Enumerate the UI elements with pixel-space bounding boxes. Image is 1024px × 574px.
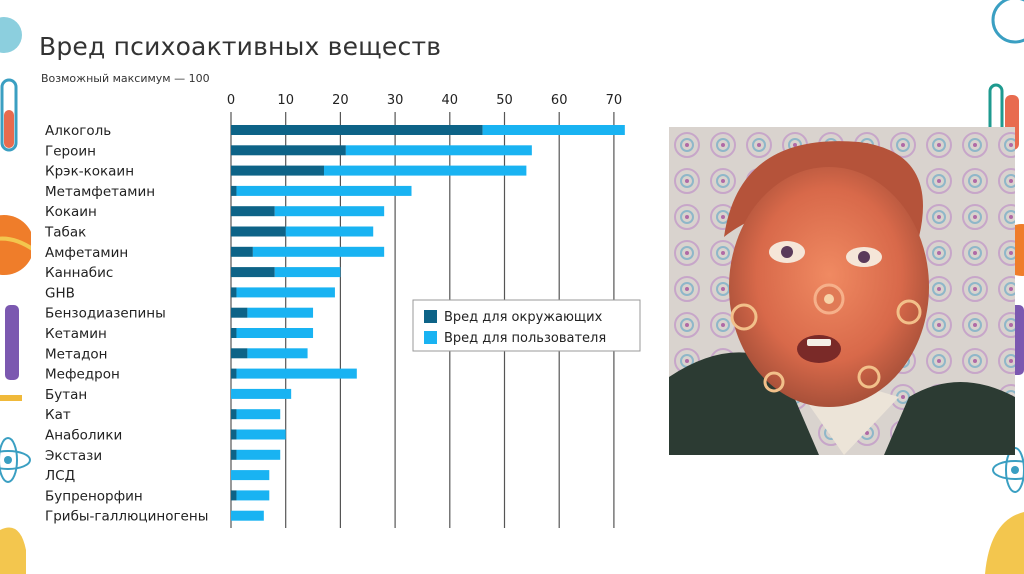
bar-environment-harm [231,348,248,359]
x-tick-label: 40 [442,93,459,108]
category-label: Анаболики [45,428,122,444]
legend-label-user: Вред для пользователя [444,331,606,346]
portrait-photo [669,127,1015,455]
category-label: Метамфетамин [45,184,155,200]
x-tick-labels: 0 10 20 30 40 50 60 70 [227,93,622,108]
x-tick-label: 10 [277,93,294,108]
category-labels: Алкоголь Героин Крэк-кокаин Метамфетамин Кок… [44,123,208,525]
chart-subtitle: Возможный максимум — 100 [41,72,210,85]
left-decoration [0,17,36,574]
bar-environment-harm [231,246,253,257]
category-label: Героин [45,143,96,159]
bar-environment-harm [231,307,248,318]
bar-user-harm [252,246,385,257]
bar-chart: 0 10 20 30 40 50 60 70 Алкоголь Героин Крэк-кокаи… [44,93,641,528]
x-tick-label: 70 [606,93,623,108]
category-label: Кокаин [45,204,97,220]
bar-user-harm [231,388,292,399]
bar-user-harm [274,206,385,217]
bar-user-harm [345,145,532,156]
bar-environment-harm [231,368,237,379]
bar-user-harm [236,490,270,501]
chart-panel: 0 10 20 30 40 50 60 70 Алкоголь Героин Крэк-кокаи… [31,20,667,542]
legend: Вред для окружающих Вред для пользовател… [412,299,641,352]
bar-user-harm [247,307,314,318]
legend-label-environment: Вред для окружающих [444,310,603,325]
category-label: Кетамин [45,326,107,342]
bar-environment-harm [231,145,346,156]
category-label: Бупренорфин [45,488,143,504]
category-label: ЛСД [45,468,75,484]
category-label: Каннабис [45,265,113,281]
category-label: Грибы-галлюциногены [45,509,208,525]
bar-user-harm [236,409,281,420]
category-label: Бутан [45,387,87,403]
bar-user-harm [236,368,357,379]
bar-user-harm [231,470,270,481]
bar-environment-harm [231,125,483,135]
category-label: Бензодиазепины [45,306,166,322]
bar-environment-harm [231,206,275,217]
x-tick-label: 30 [387,93,404,108]
bar-environment-harm [231,226,286,237]
bar-environment-harm [231,165,324,176]
bar-environment-harm [231,449,237,460]
category-label: Алкоголь [45,123,111,139]
bar-user-harm [231,510,264,521]
grid-lines [230,112,615,528]
bar-user-harm [236,287,335,298]
bar-user-harm [236,429,286,440]
category-label: Экстази [45,448,102,464]
bar-user-harm [236,449,281,460]
bar-user-harm [236,185,412,196]
category-label: Мефедрон [45,367,120,383]
category-label: Крэк-кокаин [45,164,134,180]
bar-environment-harm [231,409,237,420]
x-tick-label: 60 [551,93,568,108]
bar-environment-harm [231,328,237,338]
bar-user-harm [274,267,341,278]
legend-swatch-user [424,331,437,344]
category-label: Табак [44,225,86,241]
chart-title: Вред психоактивных веществ [39,32,442,61]
bar-user-harm [323,165,527,176]
legend-swatch-environment [424,310,437,323]
bar-environment-harm [231,490,237,501]
bars [231,125,625,521]
x-tick-label: 50 [496,93,513,108]
bar-environment-harm [231,185,237,196]
x-tick-label: 20 [332,93,349,108]
bar-environment-harm [231,287,237,298]
category-label: GHB [45,285,75,301]
category-label: Метадон [45,346,108,362]
portrait-photo-icon [669,127,1015,455]
bar-user-harm [482,125,625,135]
bar-user-harm [285,226,374,237]
category-label: Кат [45,407,71,423]
bar-user-harm [247,348,308,359]
category-label: Амфетамин [45,245,128,261]
bar-environment-harm [231,429,237,440]
legend-box [412,299,641,352]
bar-user-harm [236,328,314,338]
bar-environment-harm [231,267,275,278]
x-tick-label: 0 [227,93,235,108]
